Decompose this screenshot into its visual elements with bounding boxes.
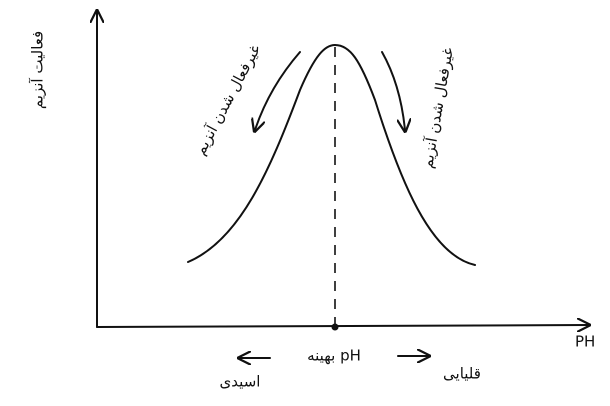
basic-label: قلیایی	[443, 365, 481, 383]
acidic-label: اسیدی	[220, 373, 261, 391]
right-annotation: غیرفعال شدن آنزیم	[418, 46, 457, 170]
x-axis	[96, 325, 588, 327]
right-arrow	[381, 51, 405, 130]
y-axis-label: فعالیت آنزیم	[29, 31, 47, 109]
left-annotation: غیرفعال شدن آنزیم	[191, 41, 264, 158]
x-axis-label: PH	[575, 333, 595, 351]
activity-curve	[187, 43, 476, 266]
left-arrow	[255, 51, 301, 130]
optimum-label: pH بهینه	[307, 347, 361, 365]
optimum-point	[331, 323, 339, 331]
